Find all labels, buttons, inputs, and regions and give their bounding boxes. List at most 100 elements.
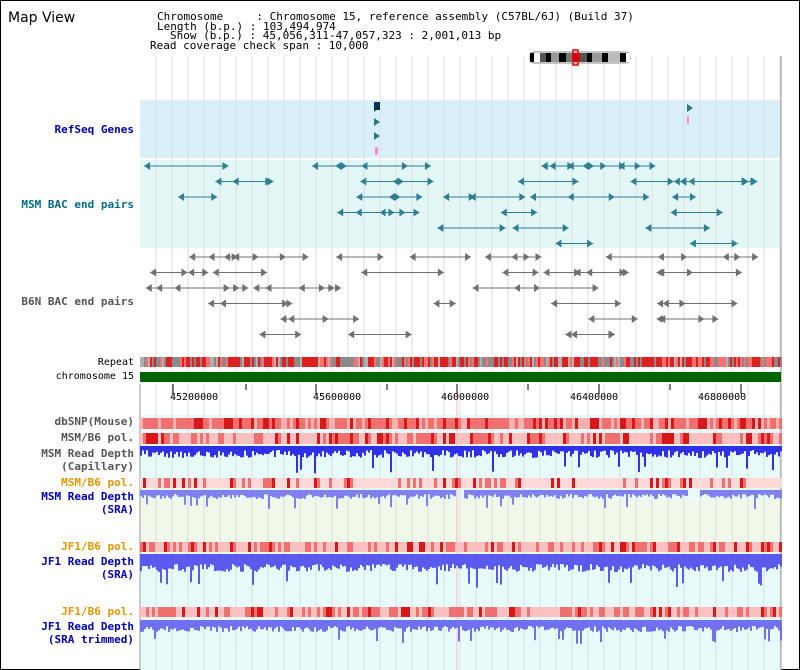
polymorphism-mark [677,418,680,429]
read-depth-mark [700,490,702,497]
read-depth-mark [146,490,148,505]
read-depth-mark [228,554,230,572]
read-depth-mark [240,554,242,572]
polymorphism-mark [185,418,188,429]
polymorphism-mark [599,418,602,429]
track-label-msm-depth-sra[interactable]: MSM Read Depth [41,490,134,503]
read-depth-mark [320,490,322,498]
polymorphism-mark [773,607,776,617]
polymorphism-mark [386,542,389,552]
repeat-mark [470,357,472,367]
polymorphism-mark [161,542,164,552]
read-depth-mark [756,620,758,630]
polymorphism-mark [380,542,383,552]
polymorphism-mark [212,542,215,552]
polymorphism-mark [377,433,380,444]
track-label-msm-bac[interactable]: MSM BAC end pairs [21,198,134,211]
polymorphism-mark [416,433,419,444]
polymorphism-mark [539,418,542,429]
track-label-jf1-trim[interactable]: JF1 Read Depth [41,620,134,633]
bac-end-mark [751,177,758,186]
track-label-jf1-pol-trim[interactable]: JF1/B6 pol. [61,605,134,618]
polymorphism-mark [347,433,350,444]
polymorphism-mark [701,418,704,429]
polymorphism-mark [179,478,182,488]
polymorphism-mark [734,478,737,488]
polymorphism-mark [674,433,677,444]
read-depth-mark [452,446,454,457]
bac-end-mark [735,268,742,277]
polymorphism-mark [335,542,338,552]
repeat-mark [252,357,254,367]
track-label-dbsnp[interactable]: dbSNP(Mouse) [54,415,134,428]
bac-end-mark [336,253,343,261]
read-depth-mark [566,490,568,495]
repeat-mark [594,357,596,367]
polymorphism-mark [566,478,569,488]
read-depth-mark [454,490,456,497]
polymorphism-mark [599,433,602,444]
read-depth-mark [142,490,144,498]
read-depth-mark [482,620,484,627]
polymorphism-mark [281,607,284,617]
polymorphism-mark [698,433,701,444]
repeat-mark [464,357,466,367]
read-depth-mark [324,490,326,495]
track-label-repeat[interactable]: Repeat [97,357,134,368]
track-label-jf1-depth[interactable]: JF1 Read Depth [41,555,134,568]
polymorphism-mark [764,418,767,429]
read-depth-mark [334,490,336,496]
repeat-mark [266,357,268,367]
track-label-refseq[interactable]: RefSeq Genes [54,123,134,136]
polymorphism-mark [350,418,353,429]
bac-end-mark [468,193,475,201]
read-depth-mark [534,554,536,570]
polymorphism-mark [323,478,326,488]
repeat-mark [510,357,512,367]
repeat-mark [728,357,730,367]
polymorphism-mark [671,433,674,444]
read-depth-mark [428,554,430,570]
read-depth-mark [552,554,554,565]
polymorphism-mark [212,478,215,488]
track-label-jf1-pol[interactable]: JF1/B6 pol. [61,540,134,553]
polymorphism-mark [224,478,227,488]
read-depth-mark [358,620,360,631]
read-depth-mark [292,620,294,628]
track-label-b6n-bac[interactable]: B6N BAC end pairs [21,295,134,308]
bac-end-mark [532,268,539,277]
polymorphism-mark [713,478,716,488]
track-label-chromosome[interactable]: chromosome 15 [55,371,134,382]
read-depth-mark [352,446,354,457]
read-depth-mark [730,554,732,570]
read-depth-mark [622,446,624,454]
read-depth-mark [288,620,290,632]
read-depth-mark [410,446,412,451]
track-label-msm-pol-sra[interactable]: MSM/B6 pol. [61,476,134,489]
read-depth-mark [344,446,346,455]
read-depth-mark [272,446,274,451]
polymorphism-mark [677,433,680,444]
repeat-mark [428,357,430,367]
read-depth-mark [746,620,748,630]
polymorphism-mark [494,433,497,444]
read-depth-mark [290,446,292,456]
read-depth-mark [726,620,728,630]
polymorphism-mark [302,478,305,488]
polymorphism-mark [407,607,410,617]
polymorphism-mark [269,433,272,444]
polymorphism-mark [170,478,173,488]
read-depth-mark [232,446,234,457]
polymorphism-mark [173,542,176,552]
read-depth-mark [722,620,724,627]
bac-end-mark [265,284,272,292]
repeat-mark [204,357,206,367]
track-label-msm-depth-cap[interactable]: MSM Read Depth [41,447,134,460]
read-depth-mark [206,620,208,627]
read-depth-mark [718,554,720,568]
read-depth-mark [750,554,752,567]
polymorphism-mark [410,418,413,429]
read-depth-mark [526,446,528,453]
track-label-msm-pol[interactable]: MSM/B6 pol. [61,431,134,444]
